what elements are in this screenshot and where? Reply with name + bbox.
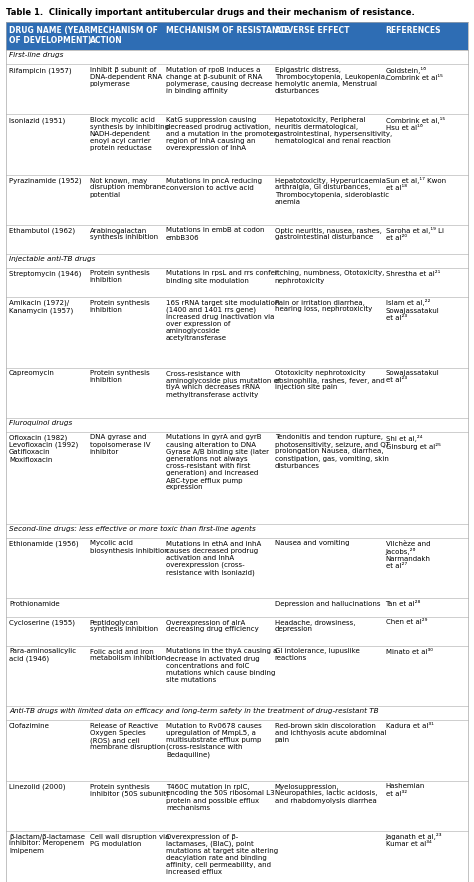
Text: Mutations in rpsL and rrs confer
binding site modulation: Mutations in rpsL and rrs confer binding…: [166, 271, 278, 283]
Text: First-line drugs: First-line drugs: [9, 52, 64, 58]
Text: Shi et al,²⁴
Ginsburg et al²⁵: Shi et al,²⁴ Ginsburg et al²⁵: [385, 435, 440, 450]
Text: Minato et al³⁰: Minato et al³⁰: [385, 648, 433, 654]
Text: Folic acid and iron
metabolism inhibition: Folic acid and iron metabolism inhibitio…: [90, 648, 166, 662]
Text: Shrestha et al²¹: Shrestha et al²¹: [385, 271, 440, 276]
Text: Mutations in the thyA causing a
decrease in activated drug
concentrations and fo: Mutations in the thyA causing a decrease…: [166, 648, 277, 683]
Text: Goldstein,¹⁶
Combrink et al¹⁵: Goldstein,¹⁶ Combrink et al¹⁵: [385, 67, 442, 81]
Text: Mutations in ethA and inhA
causes decreased prodrug
activation and InhA
overexpr: Mutations in ethA and inhA causes decrea…: [166, 541, 261, 575]
Text: Pain or irritation diarrhea,
hearing loss, nephrotoxicity: Pain or irritation diarrhea, hearing los…: [274, 300, 372, 312]
Text: GI intolerance, lupuslike
reactions: GI intolerance, lupuslike reactions: [274, 648, 359, 662]
Bar: [6, 64, 468, 114]
Text: Not known, may
disruption membrane
potential: Not known, may disruption membrane poten…: [90, 177, 165, 198]
Text: Cell wall disruption via
PG modulation: Cell wall disruption via PG modulation: [90, 833, 169, 847]
Text: Protein synthesis
inhibition: Protein synthesis inhibition: [90, 300, 150, 312]
Bar: [6, 524, 468, 537]
Text: Peptidoglycan
synthesis inhibition: Peptidoglycan synthesis inhibition: [90, 619, 158, 632]
Text: Tan et al²⁸: Tan et al²⁸: [385, 601, 421, 607]
Text: Optic neuritis, nausea, rashes,
gastrointestinal disturbance: Optic neuritis, nausea, rashes, gastroin…: [274, 228, 382, 241]
Text: Depression and hallucinations: Depression and hallucinations: [274, 601, 380, 607]
Text: MECHANISM OF
ACTION: MECHANISM OF ACTION: [90, 26, 158, 45]
Text: Vilchèze and
Jacobs,²⁶
Narmandakh
et al²⁷: Vilchèze and Jacobs,²⁶ Narmandakh et al²…: [385, 541, 430, 569]
Text: Ethionamide (1956): Ethionamide (1956): [9, 541, 79, 547]
Bar: [6, 50, 468, 64]
Bar: [6, 646, 468, 706]
Text: DNA gyrase and
topoisomerase IV
inhibitor: DNA gyrase and topoisomerase IV inhibito…: [90, 435, 150, 454]
Bar: [6, 267, 468, 296]
Bar: [6, 598, 468, 617]
Text: Injectable anti-TB drugs: Injectable anti-TB drugs: [9, 256, 95, 262]
Text: Overexpression of β-
lactamases, (BlaC), point
mutations at target site altering: Overexpression of β- lactamases, (BlaC),…: [166, 833, 278, 875]
Bar: [6, 253, 468, 267]
Bar: [6, 417, 468, 431]
Text: Mutations in embB at codon
embB306: Mutations in embB at codon embB306: [166, 228, 264, 241]
Text: Hepatotoxicity, Peripheral
neuritis dermatological,
gastrointestinal, hypersensi: Hepatotoxicity, Peripheral neuritis derm…: [274, 117, 392, 144]
Text: T460C mutation in rplC,
encoding the 50S ribosomal L3
protein and possible efflu: T460C mutation in rplC, encoding the 50S…: [166, 783, 275, 811]
Bar: [6, 831, 468, 882]
Bar: [6, 22, 468, 50]
Text: MECHANISM OF RESISTANCE: MECHANISM OF RESISTANCE: [166, 26, 289, 35]
Text: Tendonitis and tendon rupture,
photosensitivity, seizure, and QT
prolongation Na: Tendonitis and tendon rupture, photosens…: [274, 435, 390, 468]
Text: Sun et al,¹⁷ Kwon
et al¹⁸: Sun et al,¹⁷ Kwon et al¹⁸: [385, 177, 446, 191]
Text: Hepatotoxicity, Hyperuricaemia
arthralgia, GI disturbances,
Thrombocytopenia, si: Hepatotoxicity, Hyperuricaemia arthralgi…: [274, 177, 389, 205]
Text: Mutations in pncA reducing
conversion to active acid: Mutations in pncA reducing conversion to…: [166, 177, 262, 191]
Text: Block mycolic acid
synthesis by inhibiting
NADH-dependent
enoyl acyl carrier
pro: Block mycolic acid synthesis by inhibiti…: [90, 117, 169, 151]
Text: Mutations in gyrA and gyrB
causing alteration to DNA
Gyrase A/B binding site (la: Mutations in gyrA and gyrB causing alter…: [166, 435, 269, 490]
Text: Ototoxicity nephrotoxicity
eosinophilia, rashes, fever, and
injection site pain: Ototoxicity nephrotoxicity eosinophilia,…: [274, 370, 384, 391]
Text: Clofazimine: Clofazimine: [9, 723, 50, 729]
Text: Isoniazid (1951): Isoniazid (1951): [9, 117, 65, 123]
Text: Ethambutol (1962): Ethambutol (1962): [9, 228, 75, 234]
Text: Hashemian
et al³²: Hashemian et al³²: [385, 783, 425, 796]
Text: Cycloserine (1955): Cycloserine (1955): [9, 619, 75, 626]
Text: Mycolic acid
biosynthesis inhibition: Mycolic acid biosynthesis inhibition: [90, 541, 169, 554]
Text: Protein synthesis
inhibitor (50S subunit): Protein synthesis inhibitor (50S subunit…: [90, 783, 169, 797]
Text: Epigastric distress,
Thrombocytopenia, Leukopenia,
hemolytic anemia, Menstrual
d: Epigastric distress, Thrombocytopenia, L…: [274, 67, 387, 94]
Text: Jaganath et al,²³
Kumar et al³⁴: Jaganath et al,²³ Kumar et al³⁴: [385, 833, 442, 848]
Text: 16S rRNA target site modulation
(1400 and 1401 rrs gene)
Increased drug inactiva: 16S rRNA target site modulation (1400 an…: [166, 300, 280, 341]
Text: Arabinogalactan
synthesis inhibition: Arabinogalactan synthesis inhibition: [90, 228, 158, 241]
Text: Streptomycin (1946): Streptomycin (1946): [9, 271, 82, 277]
Text: Release of Reactive
Oxygen Species
(ROS) and cell
membrane disruption: Release of Reactive Oxygen Species (ROS)…: [90, 723, 165, 751]
Text: Combrink et al,¹⁵
Hsu et al¹⁶: Combrink et al,¹⁵ Hsu et al¹⁶: [385, 117, 445, 131]
Text: DRUG NAME (YEAR
OF DEVELOPMENT): DRUG NAME (YEAR OF DEVELOPMENT): [9, 26, 91, 45]
Text: Table 1.  Clinically important antitubercular drugs and their mechanism of resis: Table 1. Clinically important antituberc…: [6, 8, 415, 17]
Bar: [6, 225, 468, 253]
Text: Inhibit β subunit of
DNA-dependent RNA
polymerase: Inhibit β subunit of DNA-dependent RNA p…: [90, 67, 162, 87]
Text: Protein synthesis
inhibition: Protein synthesis inhibition: [90, 370, 150, 384]
Text: Pyrazinamide (1952): Pyrazinamide (1952): [9, 177, 82, 184]
Text: Myelosuppression,
Neuropathies, lactic acidosis,
and rhabdomyolysis diarrhea: Myelosuppression, Neuropathies, lactic a…: [274, 783, 377, 804]
Text: Red-brown skin discoloration
and ichthyosis acute abdominal
pain: Red-brown skin discoloration and ichthyo…: [274, 723, 386, 743]
Text: Prothionamide: Prothionamide: [9, 601, 60, 607]
Text: Amikacin (1972)/
Kanamycin (1957): Amikacin (1972)/ Kanamycin (1957): [9, 300, 73, 313]
Text: Kadura et al³¹: Kadura et al³¹: [385, 723, 433, 729]
Text: Rifampicin (1957): Rifampicin (1957): [9, 67, 72, 73]
Text: Itching, numbness, Ototoxicity,
nephrotoxicity: Itching, numbness, Ototoxicity, nephroto…: [274, 271, 384, 283]
Text: Linezolid (2000): Linezolid (2000): [9, 783, 65, 790]
Text: Fluroquinol drugs: Fluroquinol drugs: [9, 420, 72, 425]
Text: Saroha et al,¹⁹ Li
et al²⁰: Saroha et al,¹⁹ Li et al²⁰: [385, 228, 444, 242]
Bar: [6, 368, 468, 417]
Text: Overexpression of alrA
decreasing drug efficiency: Overexpression of alrA decreasing drug e…: [166, 619, 259, 632]
Bar: [6, 114, 468, 175]
Text: Mutation to Rv0678 causes
upregulation of MmpL5, a
multisubstrate efflux pump
(c: Mutation to Rv0678 causes upregulation o…: [166, 723, 262, 758]
Bar: [6, 617, 468, 646]
Text: Ofloxacin (1982)
Levofloxacin (1992)
Gatifloxacin
Moxifloxacin: Ofloxacin (1982) Levofloxacin (1992) Gat…: [9, 435, 78, 462]
Bar: [6, 706, 468, 720]
Text: β-lactam/β-lactamase
inhibitor: Meropenem
Imipenem: β-lactam/β-lactamase inhibitor: Meropene…: [9, 833, 85, 854]
Text: KatG suppression causing
decreased prodrug activation,
and a mutation in the pro: KatG suppression causing decreased prodr…: [166, 117, 277, 151]
Bar: [6, 175, 468, 225]
Text: ADVERSE EFFECT: ADVERSE EFFECT: [274, 26, 349, 35]
Text: Headache, drowsiness,
depression: Headache, drowsiness, depression: [274, 619, 355, 632]
Text: Anti-TB drugs with limited data on efficacy and long-term safety in the treatmen: Anti-TB drugs with limited data on effic…: [9, 708, 379, 714]
Text: Sowajassatakul
et al²³: Sowajassatakul et al²³: [385, 370, 439, 384]
Bar: [6, 720, 468, 781]
Text: Second-line drugs: less effective or more toxic than first-line agents: Second-line drugs: less effective or mor…: [9, 526, 256, 532]
Text: Capreomycin: Capreomycin: [9, 370, 55, 377]
Bar: [6, 431, 468, 524]
Text: Chen et al²⁹: Chen et al²⁹: [385, 619, 427, 625]
Bar: [6, 781, 468, 831]
Text: Para-aminosalicylic
acid (1946): Para-aminosalicylic acid (1946): [9, 648, 76, 662]
Bar: [6, 296, 468, 368]
Bar: [6, 537, 468, 598]
Text: Cross-resistance with
aminoglycoside plus mutation of
tlyA which decreases rRNA
: Cross-resistance with aminoglycoside plu…: [166, 370, 281, 398]
Text: Islam et al,²²
Sowajassatakul
et al²³: Islam et al,²² Sowajassatakul et al²³: [385, 300, 439, 320]
